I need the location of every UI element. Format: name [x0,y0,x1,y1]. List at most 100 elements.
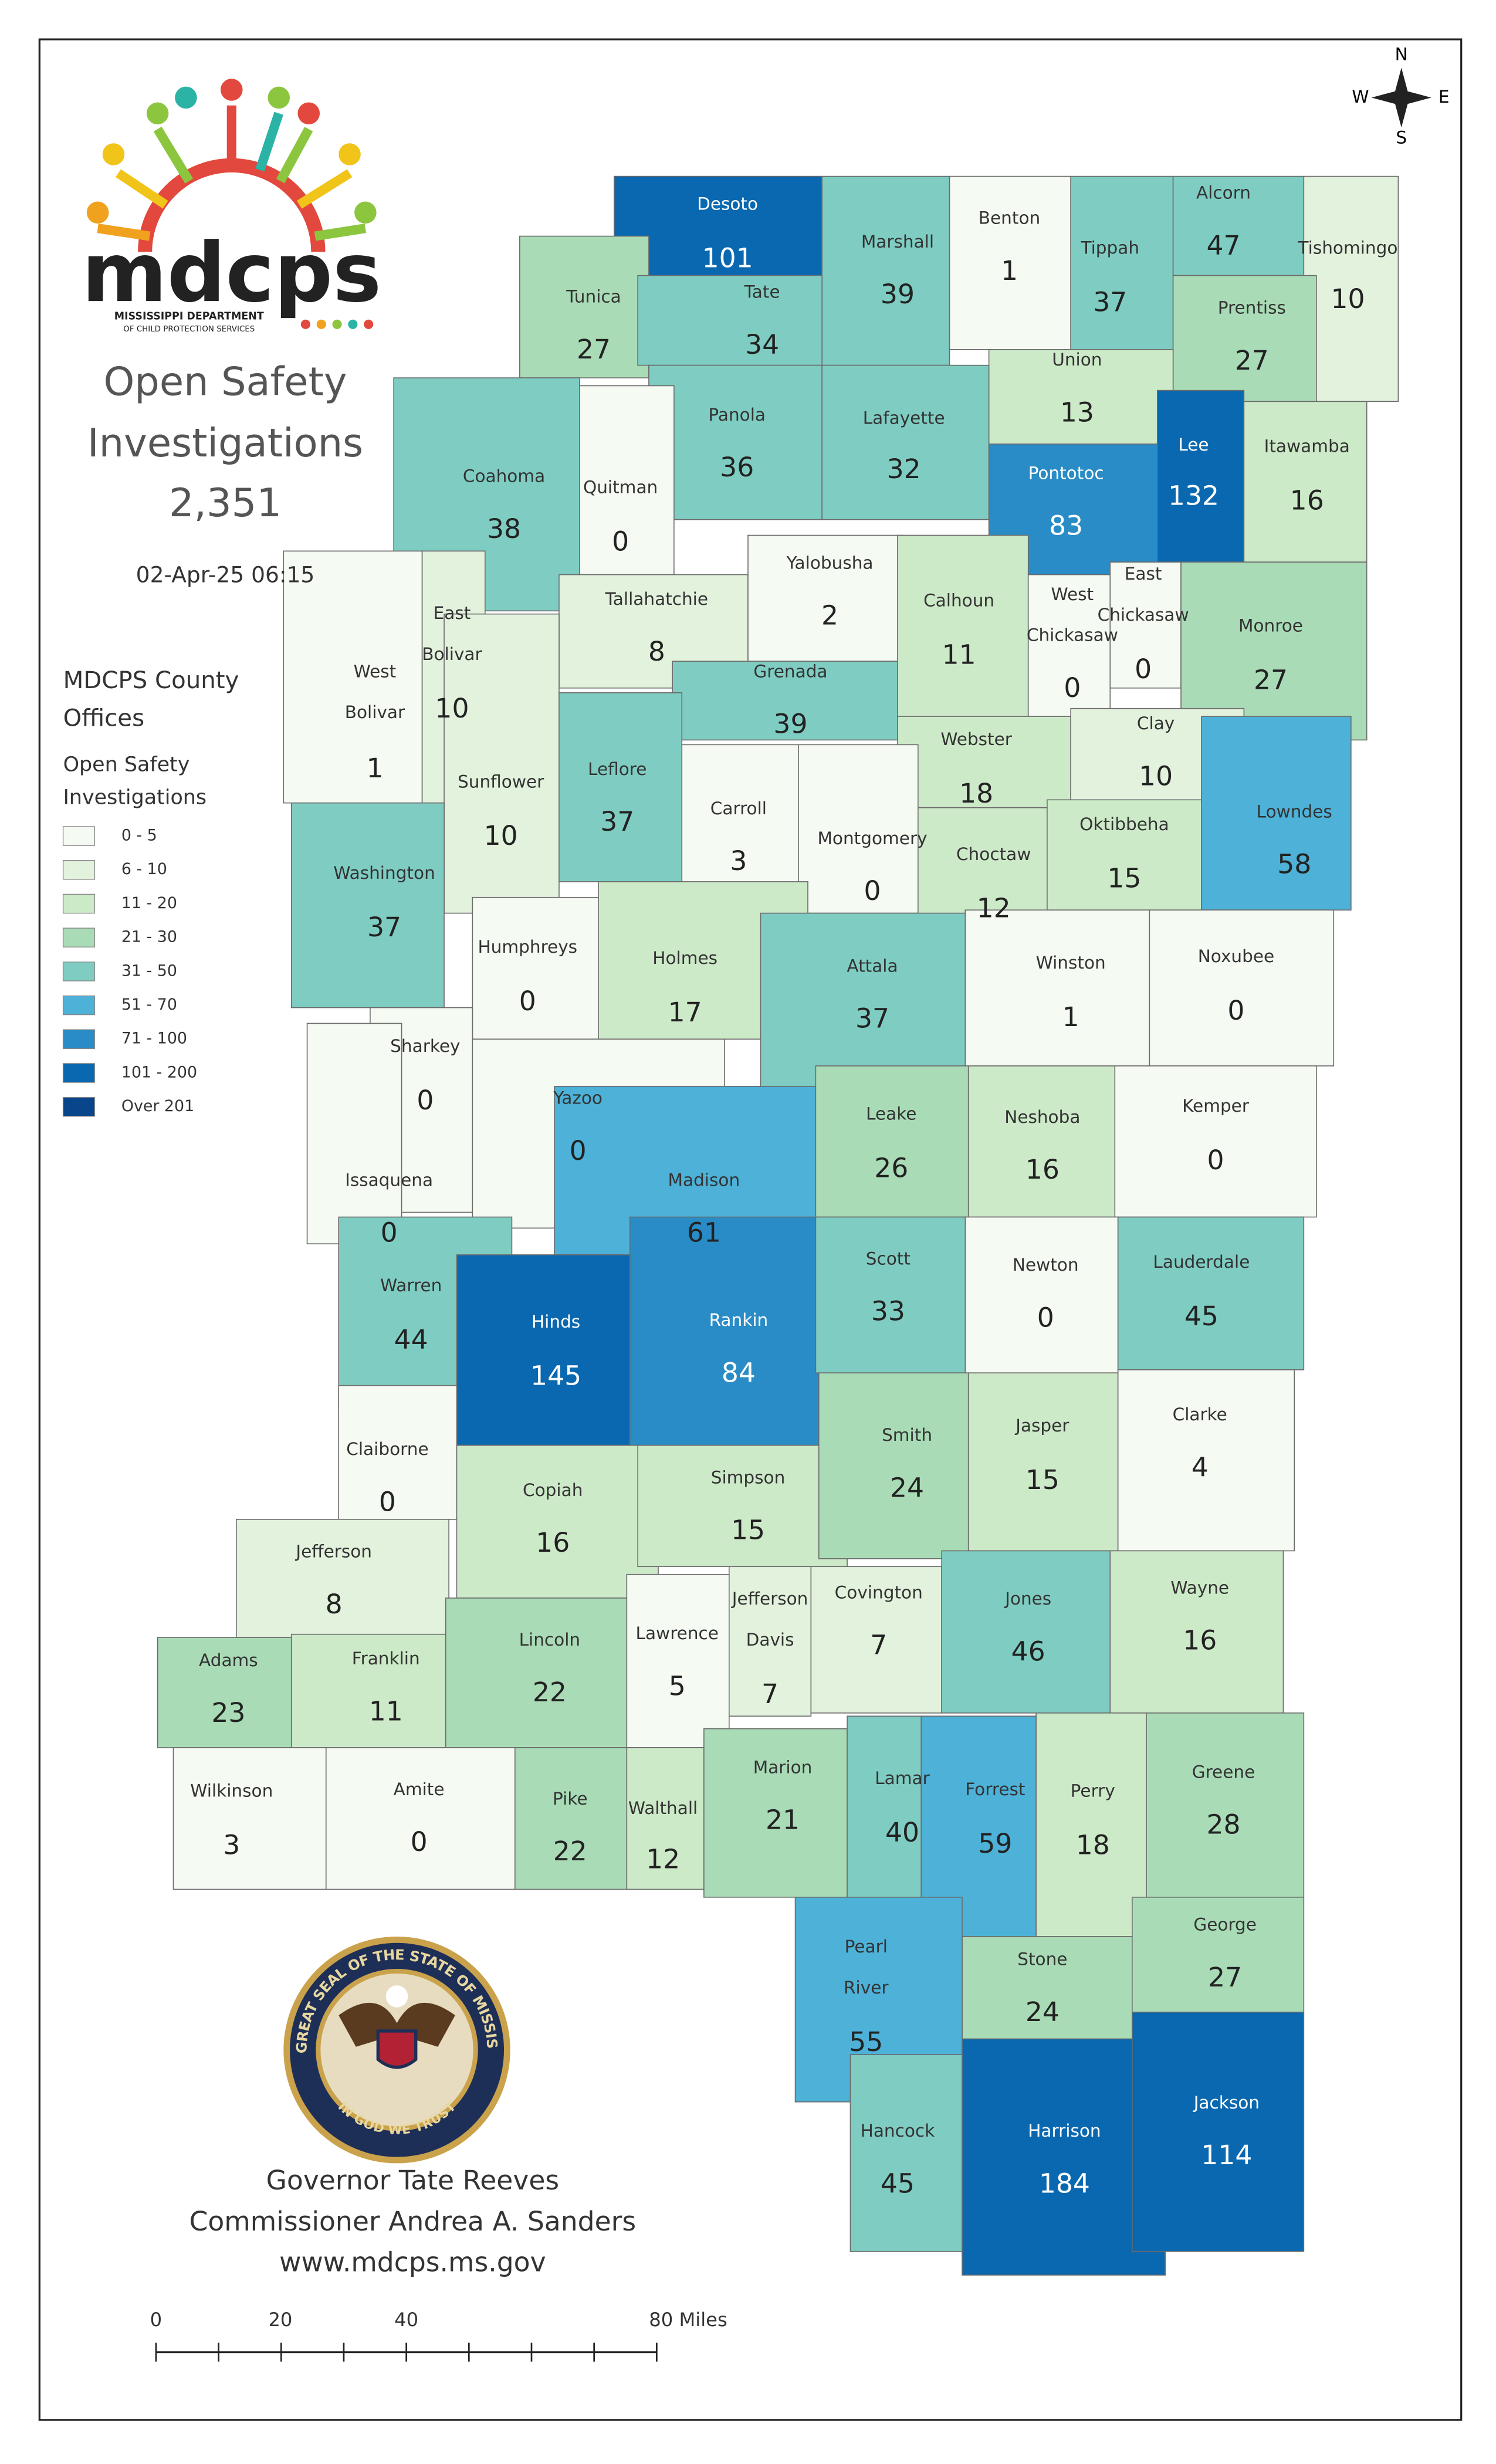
logo: mdcps MISSISSIPPI DEPARTMENT OF CHILD PR… [82,79,381,334]
county-value: 10 [1331,283,1365,314]
county-name: Lawrence [636,1623,719,1643]
legend-swatch [62,893,95,914]
county [747,534,903,662]
county [1243,401,1368,563]
county [472,896,615,1040]
county-name: Humphreys [478,937,577,957]
county-name: Pontotoc [1028,463,1104,483]
logo-line: MISSISSIPPI DEPARTMENT [114,310,264,322]
legend-label: 71 - 100 [121,1030,187,1048]
county-value: 55 [849,2026,883,2057]
county [1117,1216,1305,1370]
county-value: 39 [881,279,915,310]
county [1109,1550,1284,1714]
county-name: Pike [553,1789,588,1809]
county-value: 36 [720,452,754,483]
county-name: Noxubee [1198,946,1274,966]
county [456,1444,659,1599]
timestamp: 02-Apr-25 06:15 [136,562,315,588]
county-name: West [354,661,397,681]
county-name: Chickasaw [1098,605,1189,625]
county-value: 16 [1025,1154,1060,1185]
county-value: 0 [864,875,881,906]
scale-label: 0 [150,2309,162,2331]
county-name: Prentiss [1218,298,1286,318]
county-name: Madison [668,1170,740,1190]
county-name: Sunflower [458,771,544,791]
county [626,1573,730,1748]
county-name: Issaquena [345,1170,433,1190]
county-value: 44 [394,1324,428,1355]
scale-bar: 0 20 40 80 Miles [150,2309,727,2362]
county-value: 0 [1135,654,1152,685]
county-value: 17 [668,997,702,1028]
county-name: Bolivar [422,644,482,664]
legend-label: 6 - 10 [121,860,167,878]
county-name: Lowndes [1257,801,1332,821]
county [1035,1712,1147,1937]
county [172,1747,327,1890]
county [444,613,560,914]
county-name: Panola [708,405,766,425]
county [760,912,966,1087]
county-value: 34 [745,329,779,360]
county-value: 13 [1060,397,1094,428]
county [810,1566,942,1714]
county-value: 15 [1107,863,1141,894]
county [1070,175,1174,350]
county-value: 40 [885,1817,919,1848]
county [559,692,683,882]
county-name: Jackson [1193,2093,1260,2113]
county-name: Montgomery [817,828,927,848]
county [821,175,950,366]
county-name: Hancock [861,2121,935,2141]
legend-heading: MDCPS County [63,667,239,694]
county-name: Yazoo [553,1088,603,1108]
footer-line: Governor Tate Reeves [266,2165,560,2196]
county-name: Davis [746,1630,794,1650]
county-name: Tippah [1080,238,1139,258]
county-name: Harrison [1028,2121,1101,2141]
county-value: 10 [1139,760,1173,791]
footer-line: www.mdcps.ms.gov [279,2247,546,2278]
county-value: 59 [978,1828,1012,1859]
county [1047,799,1202,911]
county-value: 11 [942,639,976,671]
county [1303,175,1399,402]
county [626,1747,705,1890]
county-value: 184 [1039,2168,1090,2199]
county-value: 37 [367,912,401,943]
county [1117,1369,1295,1552]
county-name: Walthall [628,1798,698,1818]
county-value: 145 [530,1360,581,1392]
county-name: Neshoba [1004,1107,1080,1127]
county-name: Coahoma [463,466,545,486]
county [338,1385,458,1520]
county [821,364,990,520]
county [897,534,1029,725]
county-value: 16 [1183,1625,1217,1656]
county-name: Newton [1013,1255,1079,1275]
scale-label: 40 [394,2309,418,2331]
county-name: Tallahatchie [605,589,708,609]
county-value: 39 [773,709,807,740]
county-value: 0 [417,1085,434,1116]
county [637,1444,848,1568]
county-name: Calhoun [923,591,994,611]
county-value: 46 [1011,1636,1045,1667]
county-name: Tate [744,282,780,302]
legend-swatch [62,1096,95,1117]
county-name: Benton [979,208,1040,228]
legend-label: 31 - 50 [121,962,177,980]
county-value: 5 [669,1670,686,1701]
county [815,1065,969,1218]
county-name: Washington [333,863,435,883]
county-name: Clarke [1173,1404,1227,1424]
county-value: 0 [1227,995,1244,1026]
county [637,275,823,366]
county-name: Sharkey [390,1036,460,1056]
county-layer: Desoto101Tunica27Marshall39Benton1Tippah… [157,175,1399,2276]
county [579,385,675,576]
